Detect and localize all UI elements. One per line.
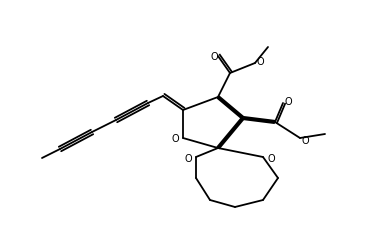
Text: O: O [256,57,264,67]
Text: O: O [184,154,192,164]
Text: O: O [267,154,275,164]
Text: O: O [284,97,292,107]
Text: O: O [301,136,309,146]
Text: O: O [171,134,179,144]
Text: O: O [210,52,218,62]
